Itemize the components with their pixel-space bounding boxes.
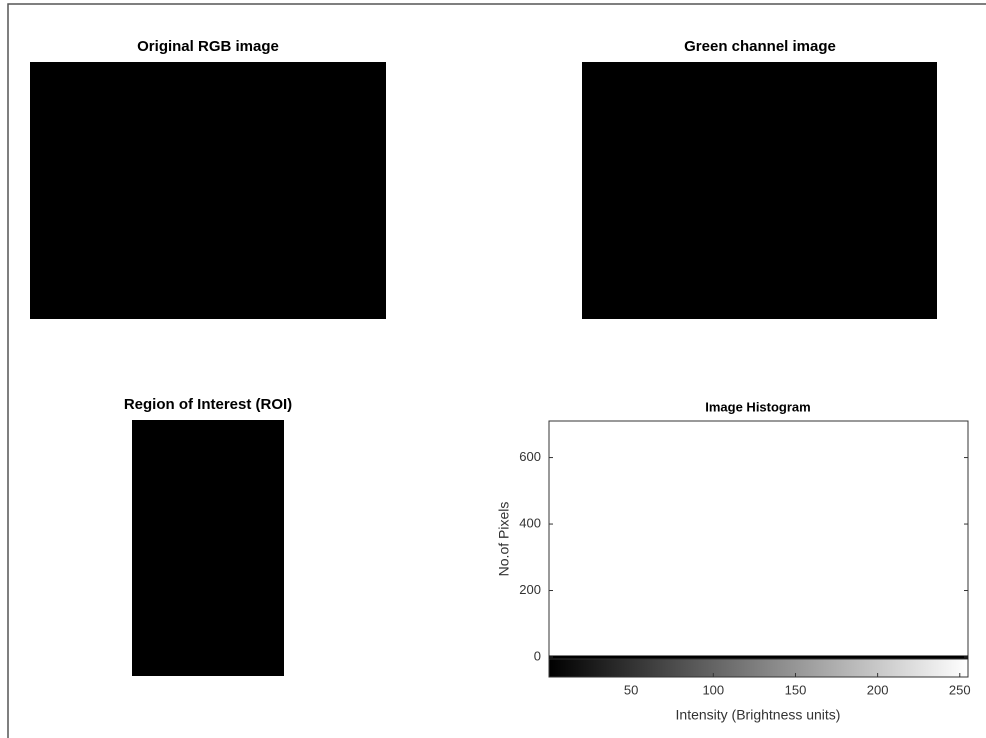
x-axis-label: Intensity (Brightness units)	[676, 707, 841, 723]
y-tick-label: 400	[519, 515, 541, 530]
image-title: Green channel image	[684, 38, 836, 55]
figure: Original RGB image Green channel image R…	[0, 0, 986, 738]
y-tick-label: 200	[519, 582, 541, 597]
roi-image	[132, 420, 284, 676]
plot-box	[549, 421, 968, 658]
x-tick-label: 100	[702, 682, 724, 697]
green-image	[582, 62, 937, 319]
rgb-image	[30, 62, 386, 319]
x-tick-label: 200	[867, 682, 889, 697]
x-tick-label: 50	[624, 682, 638, 697]
chart-title: Image Histogram	[705, 399, 810, 414]
x-tick-label: 150	[785, 682, 807, 697]
y-tick-label: 0	[534, 648, 541, 663]
image-title: Region of Interest (ROI)	[124, 396, 292, 413]
y-tick-label: 600	[519, 449, 541, 464]
x-tick-label: 250	[949, 682, 971, 697]
y-axis-label: No.of Pixels	[496, 502, 512, 577]
intensity-bar	[549, 659, 968, 677]
image-title: Original RGB image	[137, 38, 279, 55]
